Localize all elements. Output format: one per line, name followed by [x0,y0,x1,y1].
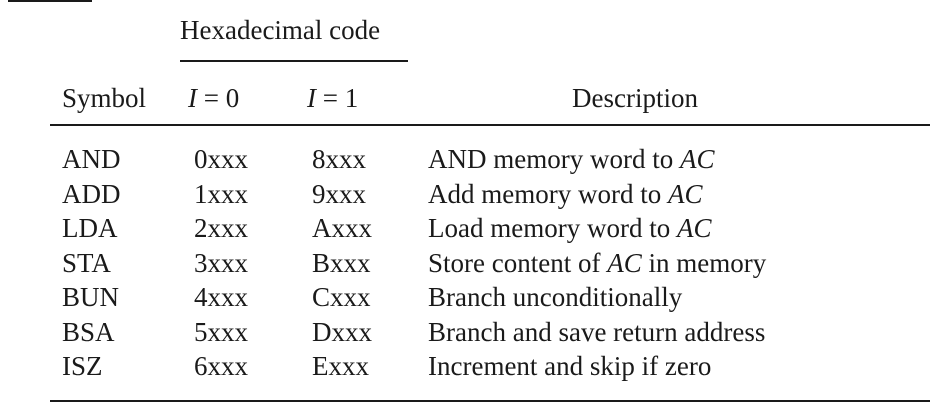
desc-text: Increment and skip if zero [428,351,712,381]
cell-i1: Bxxx [312,247,371,278]
group-header-rule [180,60,408,62]
cell-i1: Axxx [312,213,372,243]
column-header-i-0-var: I [188,83,197,113]
desc-var: AC [667,178,703,209]
cell-description: Load memory word to AC [428,211,711,245]
cell-description: Branch unconditionally [428,280,682,314]
desc-text-end: in memory [641,247,767,278]
cell-description: Branch and save return address [428,315,765,349]
cell-i0: 2xxx [194,213,248,243]
cell-i0: 0xxx [194,144,248,174]
desc-text: Add memory word to [428,178,668,209]
cell-i1: Cxxx [312,282,371,312]
cell-symbol: AND [62,144,121,174]
cell-description: AND memory word to AC [428,142,714,176]
cell-description: Store content of AC in memory [428,246,766,280]
desc-var: AC [676,213,712,243]
cell-symbol: ADD [62,178,121,209]
cell-i0: 3xxx [194,247,248,278]
bottom-rule [50,400,930,402]
column-header-i-1: I = 1 [307,82,358,114]
table-row: BUN 4xxx Cxxx Branch unconditionally [0,280,940,315]
table-row: ISZ 6xxx Exxx Increment and skip if zero [0,349,940,384]
column-header-i-1-var: I [307,83,316,113]
cell-i0: 1xxx [194,178,248,209]
cell-symbol: STA [62,247,111,278]
cell-i0: 4xxx [194,282,248,312]
cell-i0: 6xxx [194,351,248,381]
cell-i0: 5xxx [194,316,248,347]
cell-symbol: BSA [62,316,115,347]
desc-text: Branch unconditionally [428,282,683,312]
column-header-i-0-rest: = 0 [197,83,240,113]
column-header-description: Description [572,83,698,113]
cell-i1: Dxxx [312,316,372,347]
desc-var: AC [679,144,715,174]
column-header-i-0: I = 0 [188,82,239,114]
column-header-symbol: Symbol [62,83,147,113]
desc-text: AND memory word to [428,144,680,174]
cell-description: Increment and skip if zero [428,349,711,383]
cell-i1: 9xxx [312,178,366,209]
cell-i1: 8xxx [312,144,366,174]
header-rule [50,124,930,126]
desc-text: Load memory word to [428,213,677,243]
group-header-hexadecimal-code: Hexadecimal code [180,15,381,45]
desc-text: Store content of [428,247,608,278]
desc-text: Branch and save return address [428,316,766,347]
table-row: LDA 2xxx Axxx Load memory word to AC [0,211,940,246]
cell-symbol: BUN [62,282,120,312]
desc-var: AC [607,247,642,278]
table-row: AND 0xxx 8xxx AND memory word to AC [0,142,940,177]
top-rule [8,0,92,2]
table-row: BSA 5xxx Dxxx Branch and save return add… [0,315,940,350]
cell-description: Add memory word to AC [428,177,702,211]
table-row: ADD 1xxx 9xxx Add memory word to AC [0,177,940,212]
table-row: STA 3xxx Bxxx Store content of AC in mem… [0,246,940,281]
cell-symbol: ISZ [62,351,103,381]
table-body: AND 0xxx 8xxx AND memory word to AC ADD … [0,142,940,384]
cell-i1: Exxx [312,351,369,381]
cell-symbol: LDA [62,213,118,243]
column-header-i-1-rest: = 1 [316,83,359,113]
